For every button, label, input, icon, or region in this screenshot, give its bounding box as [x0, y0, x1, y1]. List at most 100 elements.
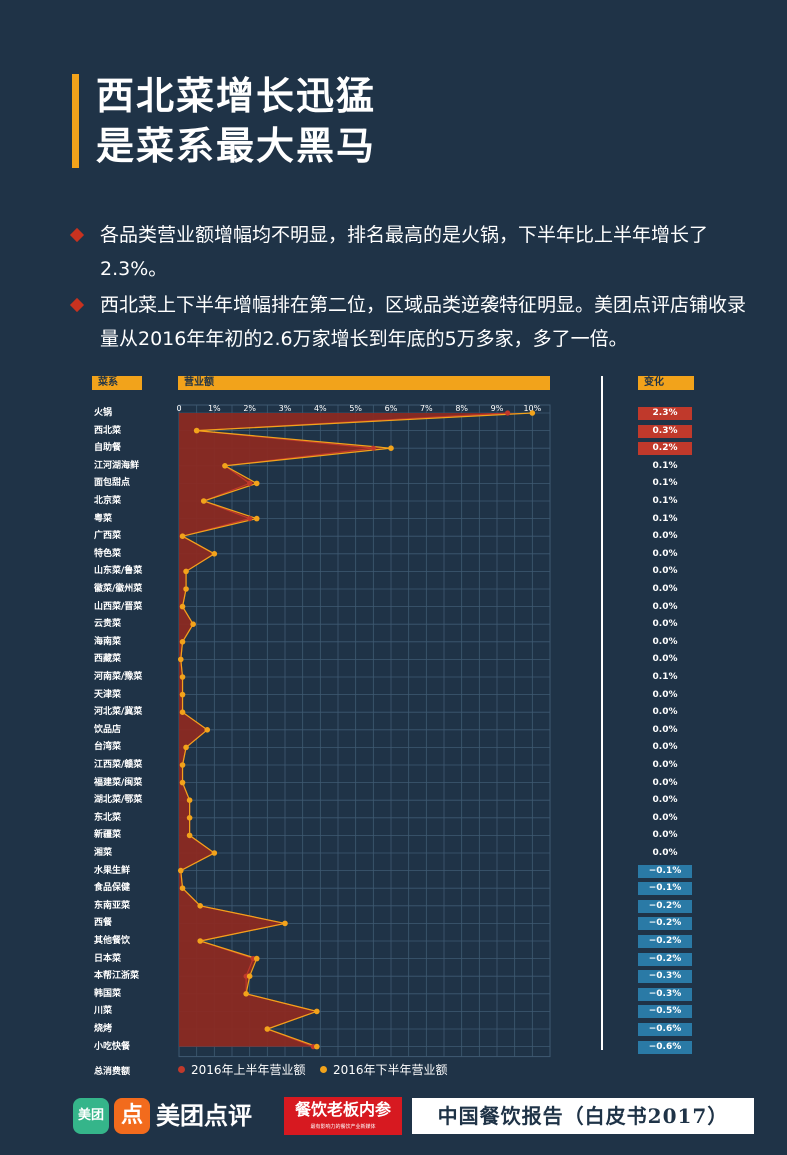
category-label: 日本菜	[94, 953, 122, 964]
change-label: 0.1%	[652, 496, 678, 506]
change-label: −0.6%	[638, 1023, 692, 1036]
category-label: 东北菜	[94, 812, 122, 823]
category-label: 其他餐饮	[94, 936, 131, 946]
x-tick-label: 10%	[523, 404, 541, 413]
series-h2-point	[388, 445, 394, 452]
meituan-logo: 美团	[73, 1098, 109, 1134]
category-label: 广西菜	[94, 531, 122, 542]
series-h2-point	[177, 867, 184, 874]
page-title-line-2: 是菜系最大黑马	[96, 124, 377, 168]
change-label: 0.0%	[652, 619, 678, 630]
series-h2-point	[186, 815, 193, 821]
x-tick-label: 9%	[491, 404, 504, 413]
change-label: 0.0%	[652, 848, 678, 858]
change-label: 0.0%	[652, 601, 678, 612]
x-tick-label: 6%	[385, 404, 398, 413]
change-label: −0.1%	[638, 882, 692, 896]
series-h2-point	[314, 1043, 320, 1050]
page-title-line-1: 西北菜增长迅猛	[96, 74, 377, 118]
series-h2-point	[246, 973, 253, 979]
change-label: 0.1%	[652, 672, 678, 682]
series-h2-point	[253, 955, 260, 962]
category-label: 面包甜点	[94, 478, 131, 489]
series-h2-point	[264, 1026, 271, 1032]
category-label: 烧烤	[94, 1024, 113, 1034]
category-label: 山东菜/鲁菜	[94, 566, 143, 577]
series-h2-point	[179, 885, 186, 891]
series-h2-point	[183, 568, 189, 575]
series-h2-point	[222, 463, 228, 469]
series-h2-point	[190, 621, 196, 627]
category-label: 湘菜	[94, 848, 113, 858]
category-label: 自助餐	[94, 443, 122, 454]
series-h2-point	[179, 779, 186, 786]
change-label: 2.3%	[638, 407, 692, 420]
report-title: 中国餐饮报告（白皮书2017）	[412, 1098, 754, 1134]
legend-h1-label: 2016年上半年营业额	[191, 1063, 306, 1077]
partner-subtitle: 最有影响力的餐饮产业新媒体	[310, 1124, 376, 1130]
series-h2-point	[243, 991, 249, 997]
series-h2-point	[186, 832, 193, 839]
series-h2-point	[179, 674, 186, 680]
change-label: −0.5%	[638, 1005, 692, 1019]
category-label: 西藏菜	[94, 654, 122, 665]
dianping-logo-text: 点	[120, 1103, 143, 1128]
x-tick-label: 7%	[420, 404, 433, 413]
change-label: 0.0%	[652, 777, 678, 788]
category-label: 川菜	[94, 1006, 113, 1017]
series-h2-point	[177, 656, 184, 663]
change-label: −0.2%	[638, 935, 692, 948]
dianping-logo: 点	[114, 1098, 150, 1134]
change-label: 0.0%	[652, 707, 678, 718]
change-label: 0.0%	[652, 654, 678, 665]
series-h1-point	[247, 480, 253, 486]
category-label: 粤菜	[94, 513, 113, 524]
series-h2-point	[179, 691, 186, 698]
series-h2-point	[179, 709, 186, 715]
series-h2-point	[211, 551, 218, 557]
legend-h1: 2016年上半年营业额	[178, 1062, 306, 1078]
change-label: 0.0%	[652, 795, 678, 806]
change-label: 0.0%	[652, 566, 678, 577]
category-label: 天津菜	[94, 689, 122, 700]
series-h2-point	[197, 903, 203, 909]
partner-logo: 餐饮老板内参 最有影响力的餐饮产业新媒体	[284, 1097, 402, 1135]
legend-h2: 2016年下半年营业额	[320, 1062, 448, 1078]
series-h2-point	[179, 762, 186, 768]
change-label: 0.0%	[652, 584, 678, 594]
category-label: 饮品店	[94, 724, 122, 735]
change-label: 0.2%	[638, 442, 692, 456]
series-h2-point	[197, 938, 203, 944]
change-label: 0.1%	[652, 460, 678, 471]
category-label: 食品保健	[94, 883, 131, 894]
change-label: 0.0%	[652, 742, 678, 753]
category-header: 菜系	[92, 376, 142, 390]
change-label: 0.0%	[652, 636, 678, 647]
partner-name: 餐饮老板内参	[294, 1100, 391, 1119]
column-divider	[601, 376, 603, 1050]
series-h2-point	[186, 797, 193, 803]
x-tick-label: 3%	[279, 404, 292, 413]
category-label: 本帮江浙菜	[94, 971, 140, 982]
category-label: 水果生鲜	[94, 865, 131, 876]
change-label: 0.0%	[652, 760, 678, 770]
change-label: 0.0%	[652, 812, 678, 823]
change-header: 变化	[638, 376, 694, 390]
category-label: 西北菜	[94, 425, 122, 436]
series-h2-point	[529, 410, 536, 416]
x-tick-label: 1%	[208, 404, 221, 413]
change-label: 0.0%	[652, 548, 678, 559]
bullet-2-text: 西北菜上下半年增幅排在第二位，区域品类逆袭特征明显。美团点评店铺收录量从2016…	[100, 294, 747, 350]
category-label: 海南菜	[94, 636, 122, 647]
change-label: 0.0%	[652, 689, 678, 700]
bullet-2: 西北菜上下半年增幅排在第二位，区域品类逆袭特征明显。美团点评店铺收录量从2016…	[69, 288, 752, 356]
category-label: 河北菜/冀菜	[94, 707, 143, 718]
series-h2-point	[179, 639, 186, 645]
change-label: −0.1%	[638, 864, 692, 878]
change-label: 0.1%	[652, 513, 678, 524]
series-h1-point	[505, 410, 511, 416]
category-label: 火锅	[94, 408, 113, 418]
series-h1-point	[370, 445, 376, 451]
legend-h2-dot	[320, 1066, 327, 1073]
